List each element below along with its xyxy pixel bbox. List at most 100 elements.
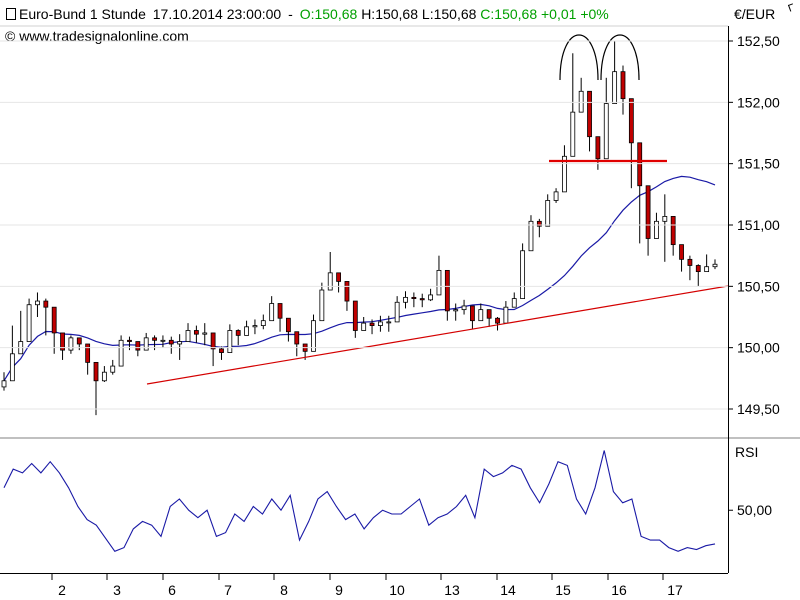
rsi-label: RSI xyxy=(735,444,758,460)
candle-body xyxy=(143,337,149,351)
candle xyxy=(553,188,559,203)
candle xyxy=(294,331,300,357)
date-tick-label: 10 xyxy=(389,582,405,598)
candle xyxy=(35,292,40,317)
candle-body xyxy=(235,330,241,336)
candle-body xyxy=(352,300,358,331)
candle xyxy=(411,292,417,308)
candle xyxy=(244,320,249,336)
candle xyxy=(670,216,676,256)
candle xyxy=(444,269,450,321)
candle xyxy=(311,314,316,352)
price-tick-label: 149,50 xyxy=(737,401,780,417)
candle xyxy=(520,243,526,299)
candle-body xyxy=(444,269,450,312)
instrument-title: Euro-Bund 1 Stunde xyxy=(19,6,146,22)
candle-body xyxy=(662,216,668,222)
candle-body xyxy=(587,90,592,138)
candle-body xyxy=(679,244,684,260)
candle xyxy=(654,212,659,239)
candle-body xyxy=(470,305,475,322)
candle-body xyxy=(26,304,32,342)
candle-body xyxy=(252,325,258,328)
bar-datetime: 17.10.2014 23:00:00 xyxy=(152,6,282,22)
candle xyxy=(26,298,32,342)
candle xyxy=(135,341,141,357)
candle xyxy=(235,329,241,346)
candle xyxy=(93,361,99,416)
right-top-arc xyxy=(600,34,640,81)
rsi-line xyxy=(3,450,716,552)
candle xyxy=(453,303,459,321)
candle xyxy=(712,259,718,270)
candle xyxy=(687,255,693,281)
candle-body xyxy=(428,294,434,301)
candle xyxy=(110,359,116,375)
candle xyxy=(378,315,383,332)
candle-body xyxy=(687,258,693,266)
candle-body xyxy=(193,330,199,335)
candle xyxy=(51,306,57,354)
candle-body xyxy=(219,348,224,353)
candle xyxy=(101,366,107,383)
candle-body xyxy=(670,216,676,246)
candle-body xyxy=(43,300,49,308)
candle-body xyxy=(478,309,484,322)
candle xyxy=(562,145,567,193)
candle xyxy=(252,319,258,335)
candle-body xyxy=(595,136,601,160)
candle-body xyxy=(612,71,618,104)
close-change-value: C:150,68 +0,01 +0% xyxy=(480,6,609,22)
candle-body xyxy=(419,298,425,301)
candlestick-series xyxy=(1,41,718,416)
candle xyxy=(536,218,542,238)
candle-body xyxy=(528,220,534,252)
candle-body xyxy=(361,322,367,331)
candle xyxy=(645,185,651,256)
candle xyxy=(160,335,166,348)
candle xyxy=(595,136,601,170)
candle-body xyxy=(536,220,542,227)
candle-body xyxy=(553,191,559,201)
price-tick-label: 152,50 xyxy=(737,33,780,49)
chart-header: Euro-Bund 1 Stunde 17.10.2014 23:00:00 -… xyxy=(6,6,609,22)
candle xyxy=(428,288,434,302)
candle xyxy=(436,255,442,296)
candle-body xyxy=(511,298,517,308)
date-tick-label: 15 xyxy=(555,582,571,598)
candle xyxy=(85,343,91,375)
currency-label: €/EUR xyxy=(734,6,776,22)
price-axis: 149,50 150,00 150,50 151,00 151,50 152,00 152,… xyxy=(0,33,780,417)
window-square-icon[interactable] xyxy=(6,8,16,20)
price-tick-label: 150,00 xyxy=(737,340,780,356)
candle-body xyxy=(269,303,275,322)
candle-body xyxy=(210,332,216,350)
date-tick-label: 17 xyxy=(667,582,683,598)
candle-body xyxy=(76,337,82,345)
candle xyxy=(76,337,82,351)
candle xyxy=(470,305,475,330)
candle-body xyxy=(168,339,174,345)
candle xyxy=(1,372,7,391)
candle xyxy=(394,296,400,323)
support-trendline xyxy=(146,285,729,385)
candle xyxy=(503,301,509,324)
date-tick-label: 3 xyxy=(113,582,121,598)
date-tick-label: 8 xyxy=(280,582,288,598)
date-tick-label: 16 xyxy=(611,582,627,598)
candle-body xyxy=(436,269,442,296)
candle xyxy=(327,251,333,291)
candle-body xyxy=(603,103,609,160)
moving-average-line xyxy=(3,175,716,382)
candle-body xyxy=(495,317,500,324)
candle-body xyxy=(118,339,124,367)
candle-body xyxy=(127,339,132,342)
candle xyxy=(511,292,517,308)
candle-body xyxy=(411,296,417,299)
low-value: L:150,68 xyxy=(421,6,477,22)
candle xyxy=(486,309,492,327)
source-credit: © www.tradesignalonline.com xyxy=(5,28,189,44)
candle-body xyxy=(578,90,584,113)
candle xyxy=(118,335,124,367)
high-value: H:150,68 xyxy=(361,6,419,22)
